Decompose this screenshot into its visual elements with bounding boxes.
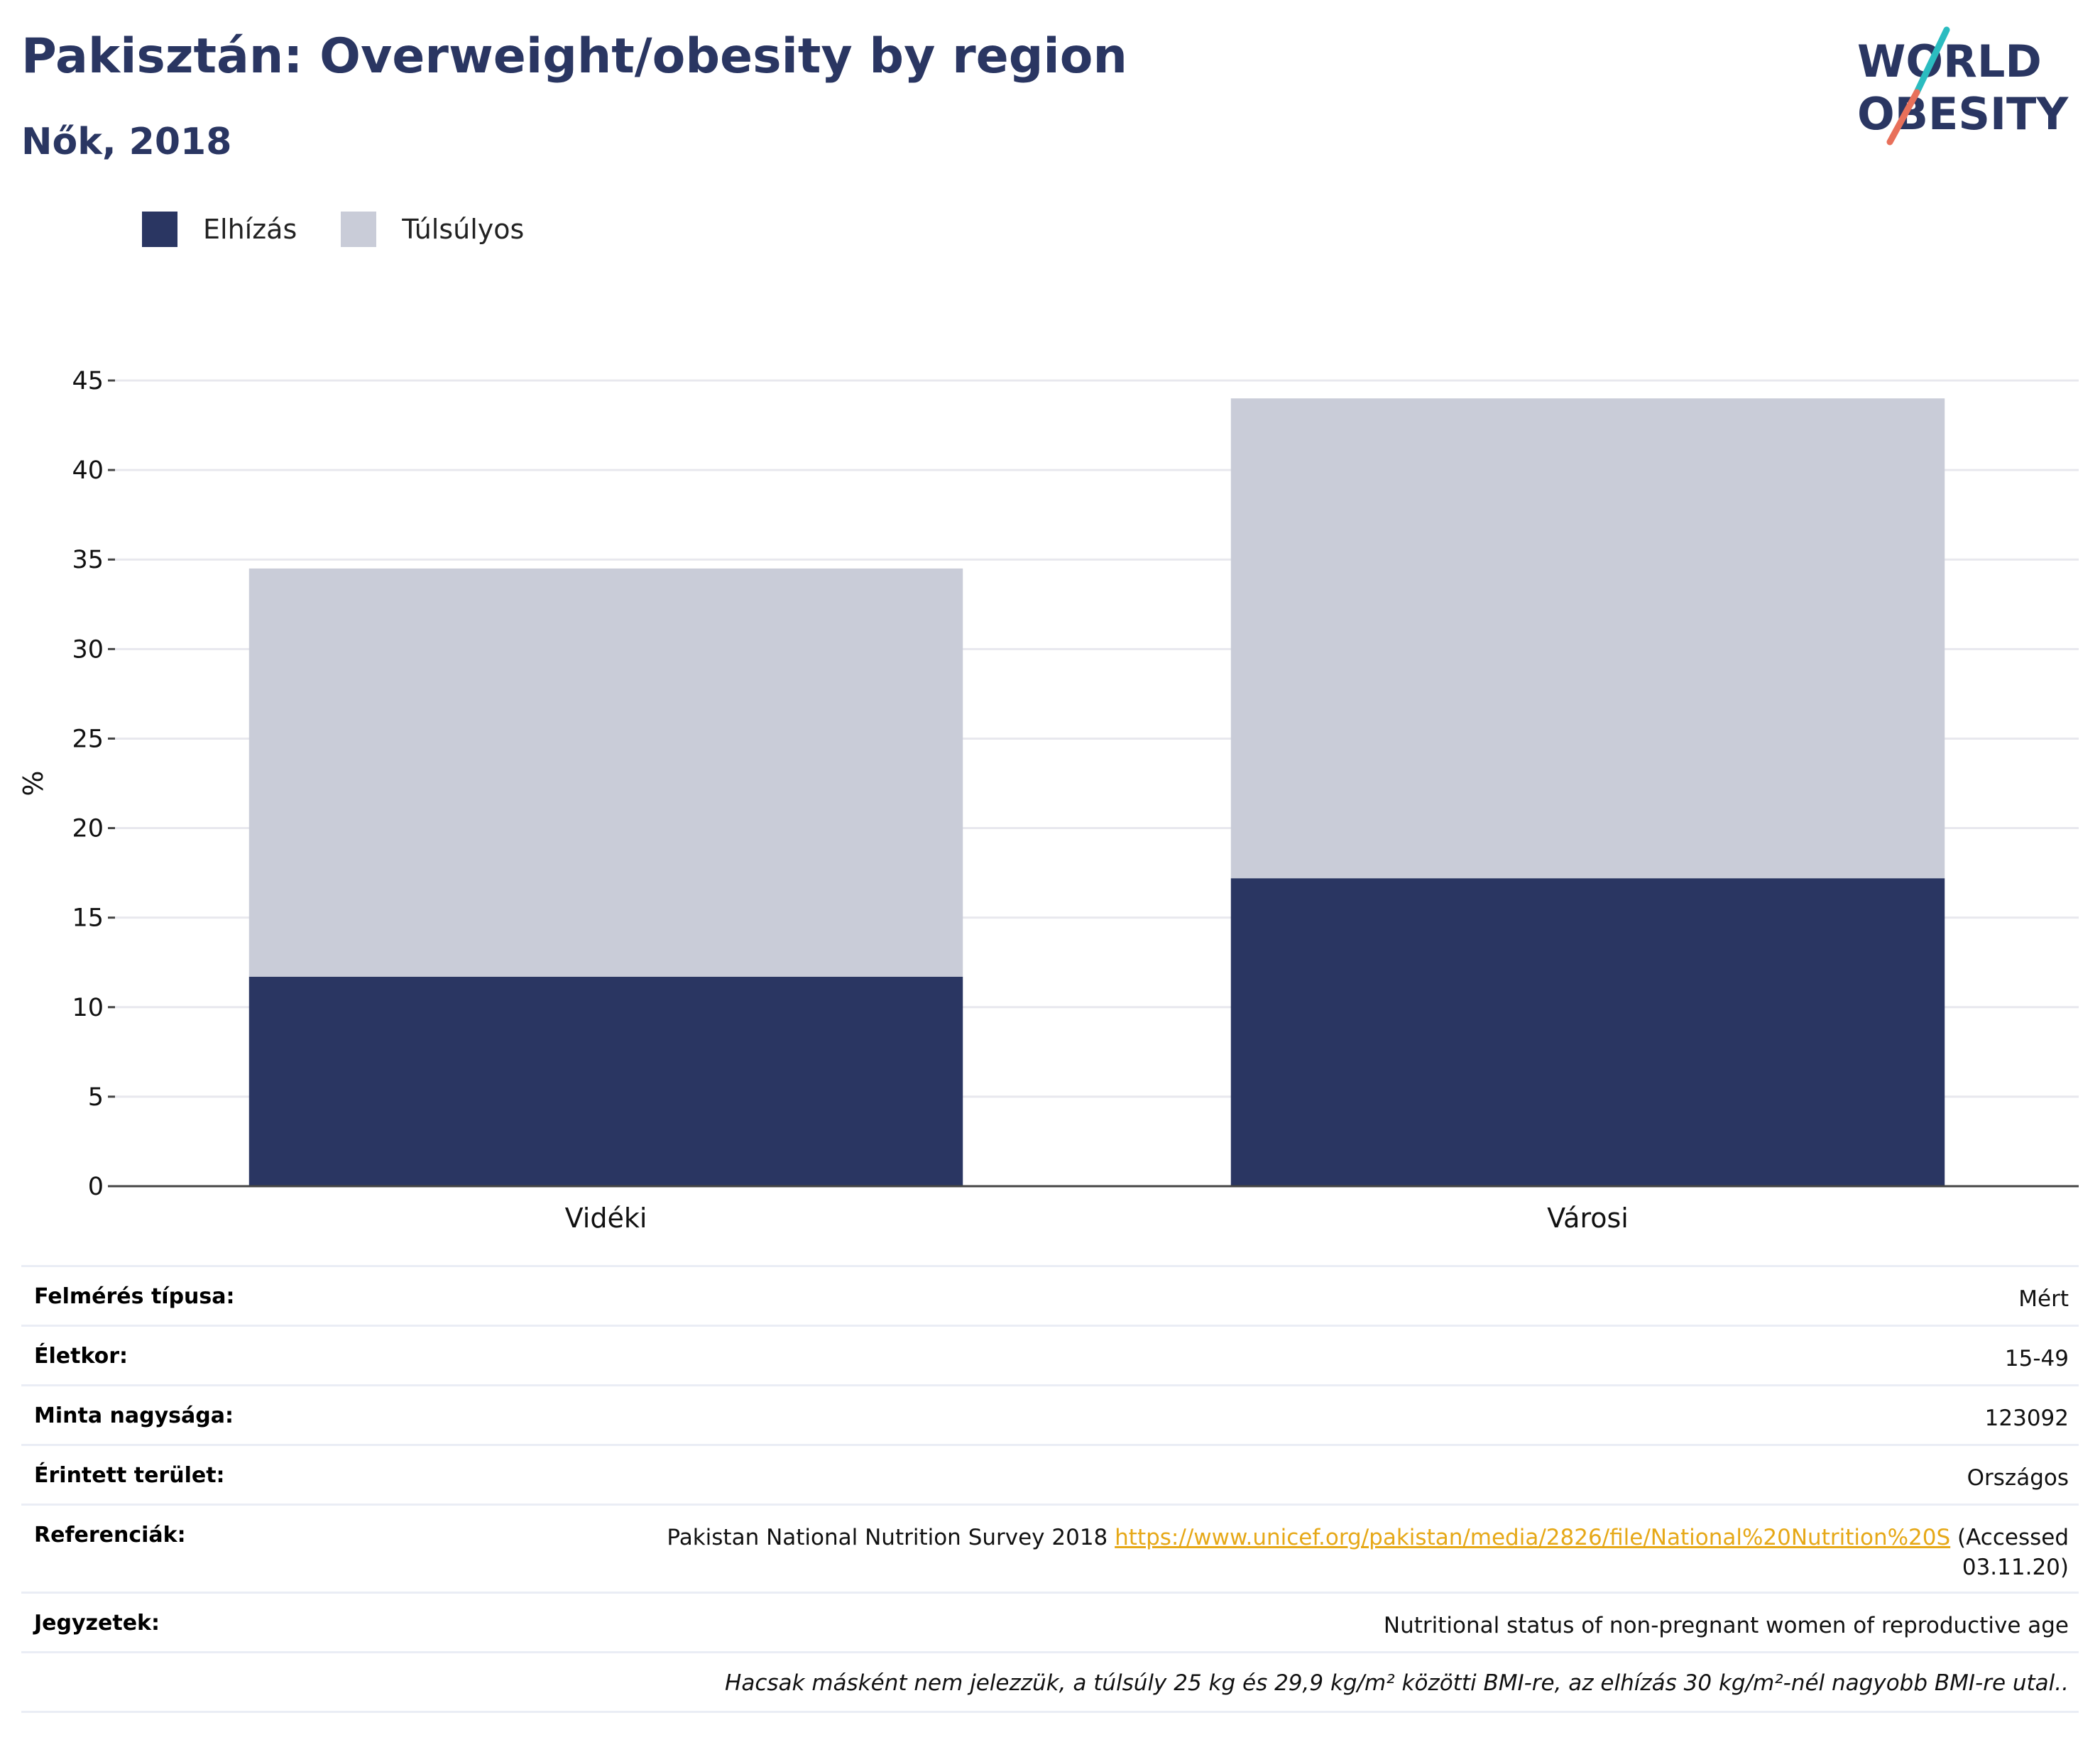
stacked-bar-chart: 0 5 10 15 20 25 30 35 40 45 Vidéki Városi % xyxy=(18,367,2079,1228)
info-row-survey-type: Felmérés típusa: Mért xyxy=(21,1267,2079,1327)
info-key: Referenciák: xyxy=(34,1523,186,1548)
y-tick-label: 25 xyxy=(72,725,104,753)
x-axis-labels: Vidéki Városi xyxy=(565,1203,1629,1228)
reference-link[interactable]: https://www.unicef.org/pakistan/media/28… xyxy=(1115,1525,1951,1550)
reference-accessed: (Accessed 03.11.20) xyxy=(1957,1525,2069,1580)
bar-obesity[interactable] xyxy=(1230,878,1945,1186)
y-tick-label: 45 xyxy=(72,367,104,395)
y-tick-label: 30 xyxy=(72,635,104,664)
info-value: Országos xyxy=(1967,1465,2069,1491)
legend-label-obesity: Elhízás xyxy=(203,214,297,245)
info-key: Jegyzetek: xyxy=(34,1611,160,1636)
x-category-label: Városi xyxy=(1547,1203,1629,1228)
info-value: 15-49 xyxy=(2004,1346,2069,1371)
y-tick-label: 40 xyxy=(72,456,104,485)
legend-label-overweight: Túlsúlyos xyxy=(402,214,525,245)
info-row-notes: Jegyzetek: Nutritional status of non-pre… xyxy=(21,1594,2079,1653)
bar-overweight[interactable] xyxy=(248,568,963,977)
world-obesity-logo: WORLD OBESITY xyxy=(1857,26,2069,146)
legend-swatch-obesity xyxy=(142,212,177,247)
chart-title: Pakisztán: Overweight/obesity by region xyxy=(21,28,1127,84)
logo-slash-teal xyxy=(1913,26,1950,96)
footnote: Hacsak másként nem jelezzük, a túlsúly 2… xyxy=(725,1670,2069,1696)
y-tick-label: 15 xyxy=(72,904,104,933)
legend-item-overweight[interactable]: Túlsúlyos xyxy=(341,212,524,247)
bars xyxy=(248,398,1945,1186)
info-value: Mért xyxy=(2018,1286,2069,1312)
legend: Elhízás Túlsúlyos xyxy=(142,209,568,249)
info-key: Érintett terület: xyxy=(34,1463,225,1488)
info-value: Nutritional status of non-pregnant women… xyxy=(1383,1613,2069,1638)
y-tick-label: 0 xyxy=(88,1173,104,1201)
references-value: Pakistan National Nutrition Survey 2018 … xyxy=(613,1523,2069,1582)
reference-text: Pakistan National Nutrition Survey 2018 xyxy=(667,1525,1108,1550)
x-category-label: Vidéki xyxy=(565,1203,647,1228)
bar-obesity[interactable] xyxy=(248,976,963,1186)
info-key: Minta nagysága: xyxy=(34,1403,234,1428)
bar-overweight[interactable] xyxy=(1230,398,1945,879)
info-key: Felmérés típusa: xyxy=(34,1284,235,1309)
info-row-references: Referenciák: Pakistan National Nutrition… xyxy=(21,1506,2079,1594)
logo-line-1: WORLD xyxy=(1857,35,2042,87)
info-row-area: Érintett terület: Országos xyxy=(21,1446,2079,1506)
y-tick-label: 10 xyxy=(72,994,104,1022)
chart-subtitle: Nők, 2018 xyxy=(21,121,232,163)
info-key: Életkor: xyxy=(34,1344,128,1369)
y-axis-ticks: 0 5 10 15 20 25 30 35 40 45 xyxy=(72,367,115,1201)
info-table: Felmérés típusa: Mért Életkor: 15-49 Min… xyxy=(21,1265,2079,1713)
legend-item-obesity[interactable]: Elhízás xyxy=(142,212,297,247)
logo-line-2: OBESITY xyxy=(1857,88,2069,140)
info-value: 123092 xyxy=(1984,1406,2069,1431)
y-tick-label: 35 xyxy=(72,546,104,574)
y-axis-title: % xyxy=(18,770,49,796)
logo-slash-coral xyxy=(1886,89,1920,146)
info-row-age: Életkor: 15-49 xyxy=(21,1327,2079,1386)
info-row-footnote: Hacsak másként nem jelezzük, a túlsúly 2… xyxy=(21,1653,2079,1713)
legend-swatch-overweight xyxy=(341,212,377,247)
info-row-sample-size: Minta nagysága: 123092 xyxy=(21,1386,2079,1446)
y-tick-label: 20 xyxy=(72,815,104,843)
y-tick-label: 5 xyxy=(88,1083,104,1112)
